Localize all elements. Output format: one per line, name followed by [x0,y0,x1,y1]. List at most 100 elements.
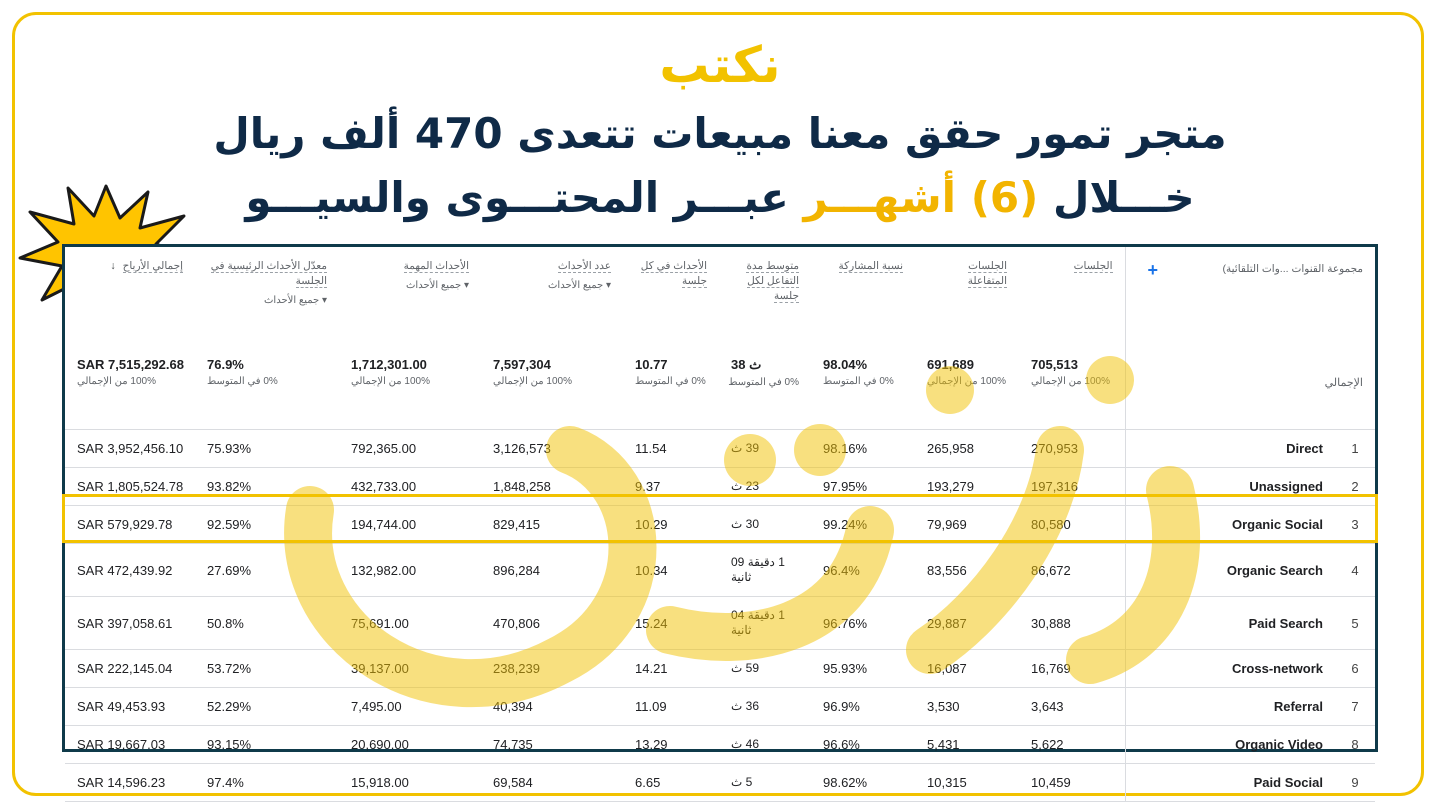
table-cell: 20,690.00 [339,725,481,764]
channel-name[interactable]: Paid Search [1124,596,1335,650]
total-value: 38 ث [731,357,762,372]
total-subtext: 0% في المتوسط [207,376,278,387]
headline-line-1: متجر تمور حقق معنا مبيعات تتعدى 470 ألف … [213,109,1227,158]
total-cell: 7,597,304 100% من الإجمالي [481,335,623,430]
table-row[interactable]: SAR 222,145.04 53.72% 39,137.00 238,239 14.2… [65,649,1375,688]
table-cell: 97.4% [195,763,339,802]
table-cell: 11.54 [623,429,719,468]
table-cell: 30,888 [1019,596,1125,650]
table-cell: SAR 397,058.61 [65,596,195,650]
plus-icon[interactable]: + [1147,260,1159,280]
total-value: 7,597,304 [493,357,551,372]
table-row[interactable]: SAR 472,439.92 27.69% 132,982.00 896,284 10.… [65,543,1375,597]
table-cell: 16,769 [1019,649,1125,688]
column-header[interactable]: معدّل الأحداث الرئيسية في الجلسة جميع الأ… [195,247,339,335]
table-row[interactable]: SAR 1,805,524.78 93.82% 432,733.00 1,848,25… [65,467,1375,506]
headline-part-1: خـــلال [1052,173,1195,222]
table-cell: 238,239 [481,649,623,688]
column-header[interactable]: عدد الأحداث جميع الأحداث [481,247,623,335]
total-cell: 98.04% 0% في المتوسط [811,335,915,430]
total-cell: 1,712,301.00 100% من الإجمالي [339,335,481,430]
column-header[interactable]: الأحداث في كل جلسة [623,247,719,335]
channel-name[interactable]: Direct [1124,429,1335,468]
table-cell: 16,087 [915,649,1019,688]
column-header[interactable]: الأحداث المهمة جميع الأحداث [339,247,481,335]
table-cell: 5,431 [915,725,1019,764]
row-index: 4 [1335,543,1375,597]
channel-name[interactable]: Referral [1124,687,1335,726]
arrow-down-icon[interactable]: ↓ [110,260,119,272]
channel-name[interactable]: Organic Video [1124,725,1335,764]
column-header-label: نسبة المشاركة [823,259,903,274]
total-value: 98.04% [823,357,868,372]
column-header-label: متوسط مدة التفاعل لكل جلسة [731,259,799,304]
header-row: إجمالي الأرباح ↓ معدّل الأحداث الرئيسية ف… [65,247,1375,335]
total-value: 1,712,301.00 [351,357,427,372]
table-cell: 83,556 [915,543,1019,597]
column-header[interactable]: الجلسات المتفاعلة [915,247,1019,335]
table-row[interactable]: SAR 14,596.23 97.4% 15,918.00 69,584 6.65 5 ث… [65,763,1375,802]
total-cell: 691,689 100% من الإجمالي [915,335,1019,430]
total-cell: 76.9% 0% في المتوسط [195,335,339,430]
table-row[interactable]: SAR 3,952,456.10 75.93% 792,365.00 3,126,57… [65,429,1375,468]
event-filter-dropdown[interactable]: جميع الأحداث [207,295,327,306]
column-header[interactable]: الجلسات [1019,247,1125,335]
table-cell: 29,887 [915,596,1019,650]
table-row[interactable]: SAR 49,453.93 52.29% 7,495.00 40,394 11.09 36… [65,687,1375,726]
channel-name[interactable]: Organic Social [1124,505,1335,544]
table-cell: 829,415 [481,505,623,544]
table-cell: 270,953 [1019,429,1125,468]
table-cell: 15,918.00 [339,763,481,802]
channel-name[interactable]: Organic Search [1124,543,1335,597]
totals-row: SAR 7,515,292.68 100% من الإجمالي 76.9% 0% … [65,335,1375,430]
table-cell: 23 ث [719,467,811,506]
table-cell: 52.29% [195,687,339,726]
table-cell: 50.8% [195,596,339,650]
column-label: الجلسات [1073,260,1113,273]
dimension-label: مجموعة القنوات ...وات التلقائية) [1222,263,1363,275]
table-cell: 193,279 [915,467,1019,506]
table-cell: 197,316 [1019,467,1125,506]
analytics-table-panel: إجمالي الأرباح ↓ معدّل الأحداث الرئيسية ف… [62,244,1378,802]
table-cell: 10.29 [623,505,719,544]
table-row[interactable]: SAR 397,058.61 50.8% 75,691.00 470,806 15.24… [65,596,1375,650]
table-cell: 3,126,573 [481,429,623,468]
dimension-header[interactable]: + مجموعة القنوات ...وات التلقائية) [1124,247,1375,335]
row-index: 6 [1335,649,1375,688]
table-cell: 10,459 [1019,763,1125,802]
column-label: إجمالي الأرباح [122,260,183,273]
channel-name[interactable]: Cross-network [1124,649,1335,688]
column-header[interactable]: نسبة المشاركة [811,247,915,335]
table-cell: SAR 14,596.23 [65,763,195,802]
event-filter-dropdown[interactable]: جميع الأحداث [493,280,611,291]
table-cell: 27.69% [195,543,339,597]
table-cell: 97.95% [811,467,915,506]
table-cell: 98.16% [811,429,915,468]
table-cell: 6.65 [623,763,719,802]
channel-report-table: إجمالي الأرباح ↓ معدّل الأحداث الرئيسية ف… [65,247,1375,802]
event-filter-dropdown[interactable]: جميع الأحداث [351,280,469,291]
channel-name[interactable]: Paid Social [1124,763,1335,802]
channel-name[interactable]: Unassigned [1124,467,1335,506]
table-cell: 432,733.00 [339,467,481,506]
table-cell: 14.21 [623,649,719,688]
table-cell: SAR 472,439.92 [65,543,195,597]
table-cell: 7,495.00 [339,687,481,726]
total-subtext: 100% من الإجمالي [351,376,430,387]
column-header-label: معدّل الأحداث الرئيسية في الجلسة [207,259,327,289]
table-cell: 99.24% [811,505,915,544]
column-header-label: الأحداث المهمة [351,259,469,274]
total-value: 705,513 [1031,357,1078,372]
table-cell: 98.62% [811,763,915,802]
table-cell: 96.6% [811,725,915,764]
column-header[interactable]: متوسط مدة التفاعل لكل جلسة [719,247,811,335]
table-row[interactable]: SAR 579,929.78 92.59% 194,744.00 829,415 10.… [65,505,1375,544]
column-label: عدد الأحداث [557,260,611,273]
table-row[interactable]: SAR 19,667.03 93.15% 20,690.00 74,735 13.29 4… [65,725,1375,764]
table-cell: 9.37 [623,467,719,506]
total-cell: 705,513 100% من الإجمالي [1019,335,1125,430]
column-header[interactable]: إجمالي الأرباح ↓ [65,247,195,335]
row-index: 2 [1335,467,1375,506]
column-header-label: عدد الأحداث [493,259,611,274]
table-cell: 1,848,258 [481,467,623,506]
